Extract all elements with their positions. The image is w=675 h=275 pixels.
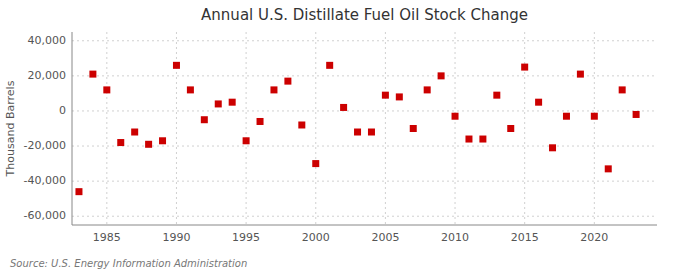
y-grid-line xyxy=(72,216,657,217)
point xyxy=(312,160,319,167)
y-axis-line xyxy=(72,32,73,225)
title: Annual U.S. Distillate Fuel Oil Stock Ch… xyxy=(201,6,528,24)
point xyxy=(549,144,556,151)
x-tick-label: 2010 xyxy=(441,231,469,244)
point xyxy=(633,111,640,118)
x-grid-line xyxy=(455,32,456,225)
x-grid-line xyxy=(385,32,386,225)
x-grid-line xyxy=(176,32,177,225)
point xyxy=(479,136,486,143)
x-tick-label: 1995 xyxy=(232,231,260,244)
point xyxy=(145,141,152,148)
y-grid-line xyxy=(72,75,657,76)
point xyxy=(521,64,528,71)
y-tick-label: 0 xyxy=(59,104,66,117)
point xyxy=(117,139,124,146)
point xyxy=(396,93,403,100)
point xyxy=(284,78,291,85)
point xyxy=(577,71,584,78)
x-grid-line xyxy=(315,32,316,225)
point xyxy=(257,118,264,125)
x-tick-label: 2000 xyxy=(302,231,330,244)
x-grid-line xyxy=(246,32,247,225)
grid xyxy=(72,32,657,225)
point xyxy=(229,99,236,106)
point xyxy=(507,125,514,132)
point xyxy=(159,137,166,144)
y-grid-line xyxy=(72,146,657,147)
x-tick-label: 1990 xyxy=(162,231,190,244)
point xyxy=(326,62,333,69)
point xyxy=(187,86,194,93)
point xyxy=(619,86,626,93)
y-grid-line xyxy=(72,181,657,182)
x-grid-line xyxy=(106,32,107,225)
chart: -60,000 -40,000 -20,000 0 20,000 40,000 1985 19… xyxy=(0,0,675,275)
point xyxy=(368,129,375,136)
y-grid-line xyxy=(72,40,657,41)
point xyxy=(452,113,459,120)
point xyxy=(298,121,305,128)
point xyxy=(605,165,612,172)
y-axis-label: Thousand Barrels xyxy=(4,80,17,177)
x-tick-label: 2005 xyxy=(371,231,399,244)
plot-area xyxy=(72,32,657,225)
y-tick-label: -20,000 xyxy=(24,139,66,152)
point xyxy=(465,136,472,143)
y-tick-label: 40,000 xyxy=(28,34,67,47)
point xyxy=(563,113,570,120)
point xyxy=(535,99,542,106)
point xyxy=(89,71,96,78)
y-tick-label: -40,000 xyxy=(24,174,66,187)
point xyxy=(493,92,500,99)
point xyxy=(591,113,598,120)
y-tick-label: 20,000 xyxy=(28,69,67,82)
point xyxy=(173,62,180,69)
x-grid-line xyxy=(524,32,525,225)
y-tick-label: -60,000 xyxy=(24,209,66,222)
x-tick-label: 2020 xyxy=(580,231,608,244)
point xyxy=(243,137,250,144)
x-axis-line xyxy=(72,225,657,226)
point xyxy=(438,72,445,79)
points xyxy=(75,62,639,195)
point xyxy=(354,129,361,136)
point xyxy=(382,92,389,99)
point xyxy=(215,100,222,107)
point xyxy=(103,86,110,93)
y-grid-line xyxy=(72,110,657,111)
point xyxy=(410,125,417,132)
point xyxy=(340,104,347,111)
ticks: -60,000 -40,000 -20,000 0 20,000 40,000 1985 19… xyxy=(24,34,609,244)
point xyxy=(201,116,208,123)
x-tick-label: 2015 xyxy=(511,231,539,244)
x-tick-label: 1985 xyxy=(93,231,121,244)
source-annotation: Source: U.S. Energy Information Administ… xyxy=(10,258,247,269)
point xyxy=(75,188,82,195)
point xyxy=(424,86,431,93)
point xyxy=(131,129,138,136)
point xyxy=(270,86,277,93)
x-grid-line xyxy=(594,32,595,225)
